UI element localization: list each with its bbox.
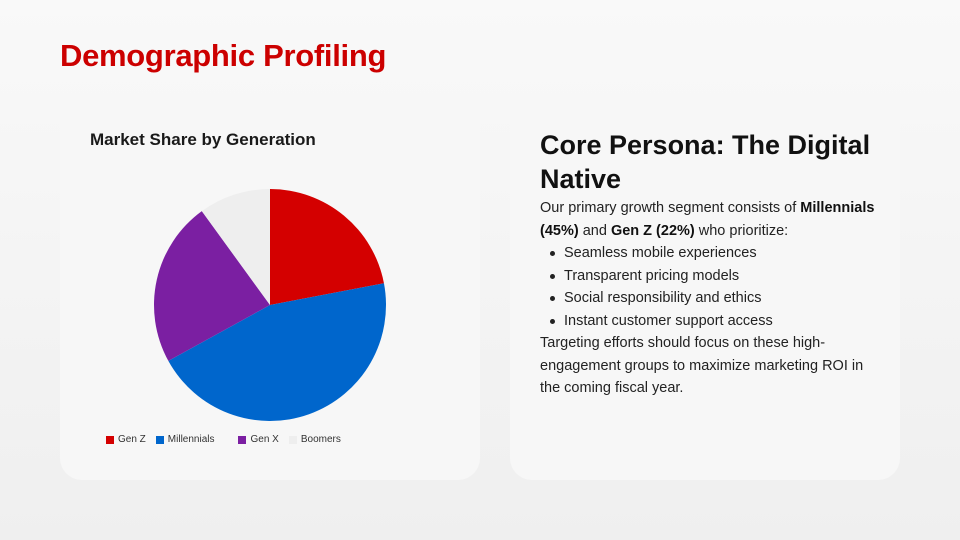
pie-chart <box>154 189 387 421</box>
legend-item-boomers[interactable]: Boomers <box>288 434 341 445</box>
list-item: Instant customer support access <box>550 310 885 333</box>
priority-list: Seamless mobile experiences Transparent … <box>540 242 885 332</box>
legend-swatch <box>155 435 164 444</box>
pie-slice-millennials[interactable] <box>168 283 387 421</box>
pie-slice-boomers[interactable] <box>201 189 270 305</box>
legend-swatch <box>288 435 297 444</box>
persona-title: Core Persona: The Digital Native <box>540 130 871 194</box>
chart-title: Market Share by Generation <box>90 130 316 149</box>
chart-card: Market Share by Generation Gen Z Millenn… <box>60 100 480 480</box>
legend-item-gen-x[interactable]: Gen X <box>238 434 279 445</box>
pie-slice-gen-z[interactable] <box>270 189 384 305</box>
legend-swatch <box>238 435 247 444</box>
legend-swatch <box>106 435 114 444</box>
pie-slice-gen-x[interactable] <box>154 211 270 361</box>
list-item: Social responsibility and ethics <box>550 287 885 310</box>
list-item: Seamless mobile experiences <box>550 242 885 265</box>
persona-closing: Targeting efforts should focus on these … <box>540 335 864 396</box>
persona-body: Our primary growth segment consists of M… <box>540 197 885 400</box>
chart-legend: Gen Z Millennials Gen X Boomers <box>106 434 351 445</box>
list-item: Transparent pricing models <box>550 265 885 288</box>
legend-item-millennials[interactable]: Millennials <box>155 434 214 445</box>
legend-item-gen-z[interactable]: Gen Z <box>106 434 146 445</box>
page-title: Demographic Profiling <box>60 38 387 73</box>
persona-card: Core Persona: The Digital Native Our pri… <box>510 100 900 480</box>
persona-intro: Our primary growth segment consists of M… <box>540 200 875 239</box>
